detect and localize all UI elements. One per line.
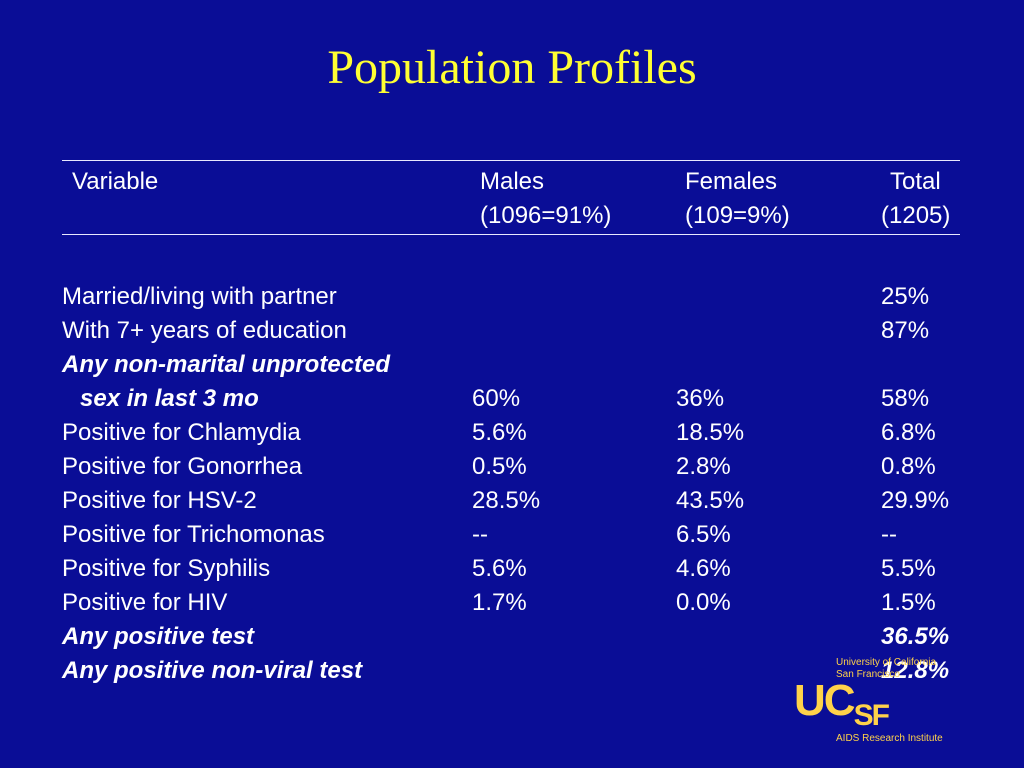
cell-females: 36% [676, 385, 725, 412]
table-row: Positive for Trichomonas -- 6.5% -- [0, 520, 1024, 554]
cell-total: -- [881, 521, 897, 548]
table-row: Married/living with partner 25% [0, 282, 1024, 316]
table-row: Positive for HSV-2 28.5% 43.5% 29.9% [0, 486, 1024, 520]
cell-total: 25% [881, 283, 930, 310]
cell-total: 36.5% [881, 623, 950, 650]
cell-label: Positive for Chlamydia [62, 419, 301, 446]
cell-label: Any positive non-viral test [62, 657, 363, 684]
cell-total: 0.8% [881, 453, 936, 480]
header-variable: Variable [72, 168, 159, 195]
cell-total: 5.5% [881, 555, 936, 582]
cell-males: 28.5% [472, 487, 541, 514]
cell-males: 1.7% [472, 589, 527, 616]
cell-label: Positive for Trichomonas [62, 521, 325, 548]
cell-females: 4.6% [676, 555, 731, 582]
table-row: Any non-marital unprotected [0, 350, 1024, 384]
table-row: Positive for Gonorrhea 0.5% 2.8% 0.8% [0, 452, 1024, 486]
table-row: With 7+ years of education 87% [0, 316, 1024, 350]
cell-males: 5.6% [472, 419, 527, 446]
cell-label: sex in last 3 mo [80, 385, 259, 412]
header-total: Total [890, 168, 941, 195]
header-males-n: (1096=91%) [480, 202, 612, 229]
cell-females: 18.5% [676, 419, 745, 446]
cell-females: 0.0% [676, 589, 731, 616]
logo-uc: UC [794, 676, 856, 725]
cell-total: 12.8% [881, 657, 950, 684]
cell-label: Positive for HSV-2 [62, 487, 257, 514]
table-row: Any positive non-viral test 12.8% [0, 656, 1024, 690]
cell-total: 29.9% [881, 487, 950, 514]
logo-institute: AIDS Research Institute [836, 733, 943, 744]
page-title: Population Profiles [327, 41, 697, 94]
logo-s: S [853, 699, 874, 732]
header-total-n: (1205) [881, 202, 951, 229]
cell-total: 87% [881, 317, 930, 344]
header-top-rule [62, 160, 960, 161]
table-row: sex in last 3 mo 60% 36% 58% [0, 384, 1024, 418]
header-bottom-rule [62, 234, 960, 235]
logo-university-line: University of California [836, 657, 937, 668]
cell-label: With 7+ years of education [62, 317, 347, 344]
table-row: Any positive test 36.5% [0, 622, 1024, 656]
ucsf-logo: UCSF [794, 676, 890, 732]
cell-label: Married/living with partner [62, 283, 337, 310]
cell-males: 0.5% [472, 453, 527, 480]
cell-males: 5.6% [472, 555, 527, 582]
cell-males: -- [472, 521, 488, 548]
table-row: Positive for Chlamydia 5.6% 18.5% 6.8% [0, 418, 1024, 452]
cell-label: Positive for HIV [62, 589, 228, 616]
table-row: Positive for HIV 1.7% 0.0% 1.5% [0, 588, 1024, 622]
logo-city-line: San Francisco [836, 669, 900, 680]
header-females: Females [685, 168, 778, 195]
cell-total: 1.5% [881, 589, 936, 616]
cell-label: Positive for Syphilis [62, 555, 271, 582]
cell-total: 6.8% [881, 419, 936, 446]
cell-total: 58% [881, 385, 930, 412]
header-females-n: (109=9%) [685, 202, 790, 229]
table-row: Positive for Syphilis 5.6% 4.6% 5.5% [0, 554, 1024, 588]
cell-label: Positive for Gonorrhea [62, 453, 303, 480]
cell-females: 43.5% [676, 487, 745, 514]
cell-label: Any positive test [62, 623, 255, 650]
header-males: Males [480, 168, 545, 195]
cell-females: 2.8% [676, 453, 731, 480]
cell-males: 60% [472, 385, 521, 412]
cell-label: Any non-marital unprotected [62, 351, 391, 378]
logo-f: F [871, 699, 890, 732]
cell-females: 6.5% [676, 521, 731, 548]
